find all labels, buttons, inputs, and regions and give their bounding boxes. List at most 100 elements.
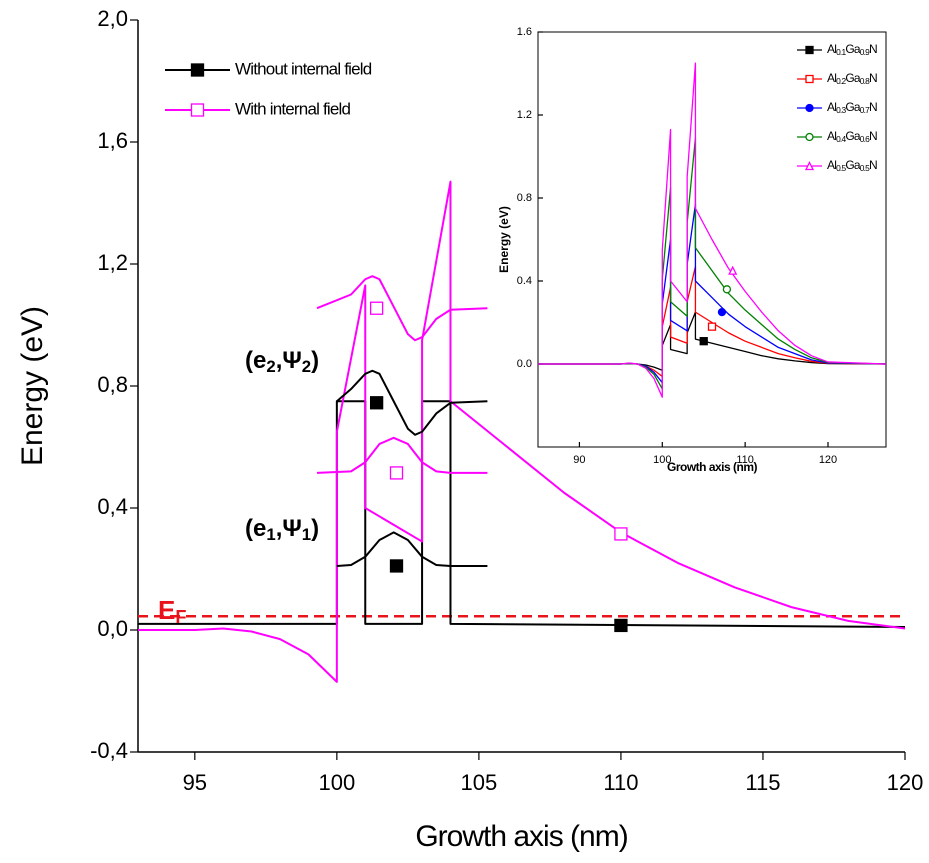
annotation-part: 1 <box>302 525 311 544</box>
legend-marker <box>190 63 205 77</box>
data-line <box>316 275 488 342</box>
annotation-part: 1 <box>266 525 275 544</box>
y-tick-label: 0,0 <box>97 616 128 641</box>
annotation-part: ) <box>311 515 319 542</box>
y-tick-label: 1,2 <box>97 250 128 275</box>
legend-text-part: 0.3 <box>836 105 846 115</box>
legend-label: Al0.3Ga0.7N <box>827 100 877 114</box>
x-axis-label: Growth axis (nm) <box>415 820 627 853</box>
x-tick-label: 100 <box>653 454 671 466</box>
legend-text-part: 0.4 <box>836 134 846 144</box>
data-line <box>138 180 906 683</box>
inset-chart: 90 100 110 120 0.0 0.4 0.8 1.2 1.6 Growth axis (n… <box>497 26 887 474</box>
x-tick-label: 120 <box>819 454 837 466</box>
legend-marker <box>805 132 814 142</box>
annotation-part: E <box>158 595 175 625</box>
annotation-part: ) <box>311 347 319 374</box>
legend-label: Al0.5Ga0.5N <box>827 158 877 172</box>
x-tick-label: 115 <box>745 770 780 795</box>
legend-text-part: Al <box>827 71 836 85</box>
legend-text-part: Al <box>827 129 836 143</box>
x-tick-label: 105 <box>461 770 498 795</box>
y-tick-label: 1.6 <box>517 26 532 38</box>
legend-text-part: 0.7 <box>860 105 870 115</box>
annotation-part: ,Ψ <box>276 347 302 374</box>
annotation-part: (e <box>245 347 266 374</box>
legend-text-part: Ga <box>845 42 861 56</box>
marker <box>389 559 404 573</box>
marker <box>707 322 717 331</box>
marker <box>728 265 738 275</box>
x-tick-label: 110 <box>603 770 638 795</box>
legend-text-part: Ga <box>845 158 861 172</box>
data-line <box>538 62 887 398</box>
marker <box>717 307 727 317</box>
marker <box>722 285 732 294</box>
legend-label: Al0.2Ga0.8N <box>827 71 877 85</box>
legend-text-part: 0.8 <box>860 76 870 86</box>
legend-marker <box>190 103 205 117</box>
legend-text-part: N <box>869 158 877 172</box>
marker <box>369 396 384 410</box>
legend-marker <box>805 74 814 84</box>
legend-text-part: Al <box>827 158 836 172</box>
marker <box>614 527 628 541</box>
legend-text-part: N <box>869 42 877 56</box>
legend-text-part: N <box>869 129 877 143</box>
annotation-part: ,Ψ <box>276 515 302 542</box>
marker <box>389 466 404 480</box>
legend-marker <box>805 103 814 113</box>
annotation: EF <box>158 595 186 627</box>
x-axis-label: Growth axis (nm) <box>667 460 758 474</box>
annotation-part: 2 <box>302 357 311 376</box>
y-axis-label: Energy (eV) <box>16 306 49 466</box>
y-tick-label: 0.4 <box>517 275 532 287</box>
legend-text-part: 0.9 <box>860 47 870 57</box>
legend-text-part: 0.5 <box>860 163 870 173</box>
legend-label: Al0.1Ga0.9N <box>827 42 877 56</box>
legend-text-part: N <box>869 71 877 85</box>
x-tick-label: 90 <box>573 454 585 466</box>
y-tick-label: 1,6 <box>97 128 128 153</box>
x-tick-label: 110 <box>736 454 754 466</box>
main-chart: 95 100 105 110 115 120 -0,4 0,0 0,4 0,8 1,2 1,6 2,0 G… <box>16 6 923 853</box>
marker <box>369 301 384 315</box>
y-tick-label: 0,4 <box>97 494 128 519</box>
y-axis-label: Energy (eV) <box>497 206 511 273</box>
annotation: (e1,Ψ1) <box>245 515 319 544</box>
annotation-part: F <box>175 607 186 627</box>
marker <box>614 618 628 633</box>
legend-text-part: Ga <box>845 100 861 114</box>
legend-text-part: 0.5 <box>836 163 846 173</box>
legend-marker <box>804 161 815 171</box>
legend-marker <box>805 45 814 55</box>
annotation-part: (e <box>245 515 266 542</box>
legend-text-part: Al <box>827 42 836 56</box>
annotation-part: 2 <box>266 357 275 376</box>
legend-text-part: Al <box>827 100 836 114</box>
annotation: (e2,Ψ2) <box>245 347 319 376</box>
y-tick-label: 0.0 <box>517 358 532 370</box>
y-tick-label: 0.8 <box>517 192 532 204</box>
legend-text-part: Ga <box>845 71 861 85</box>
legend-text-part: 0.6 <box>860 134 870 144</box>
y-tick-label: 2,0 <box>97 6 128 31</box>
y-tick-label: 0,8 <box>97 372 128 397</box>
x-tick-label: 100 <box>318 770 355 795</box>
legend-text-part: N <box>869 100 877 114</box>
legend-label: Al0.4Ga0.6N <box>827 129 877 143</box>
legend-label: With internal field <box>235 99 351 118</box>
x-tick-label: 120 <box>887 770 924 795</box>
legend-text-part: 0.1 <box>836 47 846 57</box>
y-tick-label: -0,4 <box>90 738 128 763</box>
legend-text-part: Ga <box>845 129 861 143</box>
y-tick-label: 1.2 <box>517 109 532 121</box>
data-line <box>316 436 488 474</box>
data-line <box>336 531 488 567</box>
legend-label: Without internal field <box>235 59 372 78</box>
legend-text-part: 0.2 <box>836 76 846 86</box>
marker <box>699 337 708 346</box>
x-tick-label: 95 <box>183 770 207 795</box>
